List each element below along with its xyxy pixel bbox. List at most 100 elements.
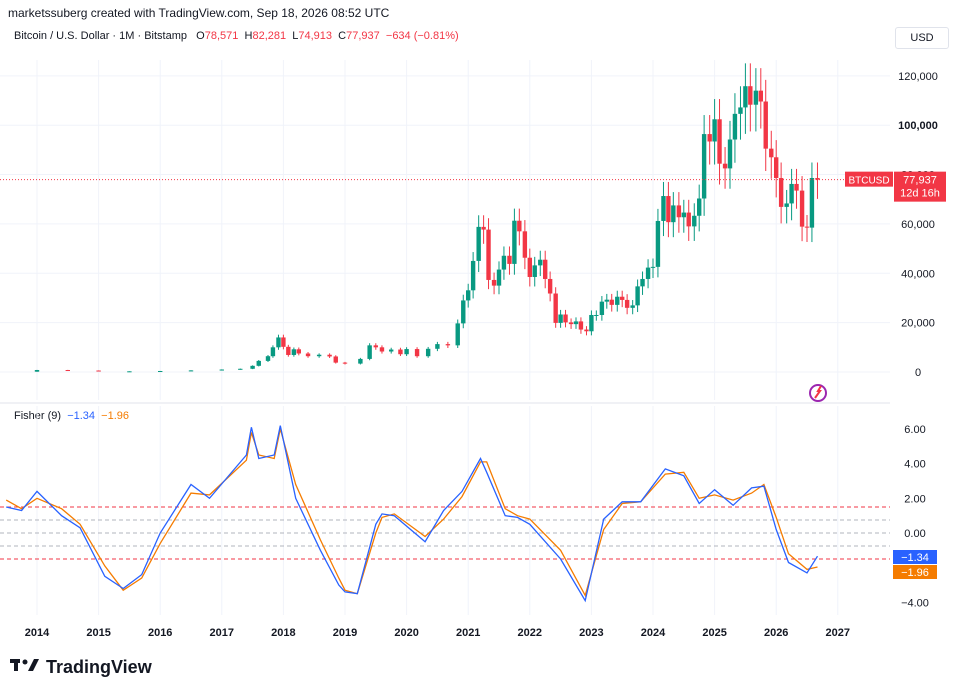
candle-body xyxy=(578,321,584,330)
candle-body xyxy=(563,314,568,323)
candle-body xyxy=(219,369,224,371)
high-label: H xyxy=(244,30,253,42)
candle-body xyxy=(624,299,630,308)
price-grid xyxy=(0,60,890,400)
candle-body xyxy=(599,301,605,315)
candle-body xyxy=(681,212,686,218)
candle-body xyxy=(799,190,805,227)
candle-body xyxy=(327,354,332,357)
candle-body xyxy=(276,337,281,348)
candle-body xyxy=(414,349,420,357)
candle-body xyxy=(527,257,532,277)
low-label: L xyxy=(292,30,299,42)
time-tick-label: 2027 xyxy=(826,627,850,639)
time-tick-label: 2024 xyxy=(641,627,666,639)
candle-body xyxy=(758,90,763,102)
candle-body xyxy=(620,296,625,300)
close-label: C xyxy=(338,30,347,42)
candle-body xyxy=(425,348,431,357)
candle-body xyxy=(34,370,40,372)
fisher-tick-label: 0.00 xyxy=(904,528,925,540)
candle-body xyxy=(686,212,691,227)
time-tick-label: 2021 xyxy=(456,627,480,639)
time-tick-label: 2015 xyxy=(86,627,110,639)
candle-body xyxy=(379,347,385,352)
candle-body xyxy=(455,323,460,346)
currency-button[interactable]: USD xyxy=(895,27,949,49)
candle-body xyxy=(342,362,348,364)
time-tick-label: 2023 xyxy=(579,627,603,639)
candle-body xyxy=(445,344,451,346)
footer-brand: TradingView xyxy=(46,657,152,677)
price-tick-label: 40,000 xyxy=(901,268,935,280)
candle-body xyxy=(635,286,640,306)
price-tick-label: 60,000 xyxy=(901,219,935,231)
chart-header: marketssuberg created with TradingView.c… xyxy=(8,6,390,20)
candle-body xyxy=(594,314,599,316)
open-label: O xyxy=(196,30,205,42)
candle-body xyxy=(470,260,476,291)
fisher-axis: 6.00 4.00 2.00 0.00 −4.00 xyxy=(901,424,929,609)
candle-body xyxy=(743,86,748,108)
candle-body xyxy=(291,349,297,355)
candle-body xyxy=(615,296,620,305)
sparkle-logo-icon[interactable] xyxy=(809,384,827,402)
candle-body xyxy=(389,349,394,352)
candle-body xyxy=(316,354,322,357)
candle-body xyxy=(676,205,682,218)
candle-body xyxy=(517,220,522,232)
fisher-levels xyxy=(0,506,890,560)
time-axis: 2014 2015 2016 2017 2018 2019 2020 2021 2022 2023… xyxy=(25,627,850,639)
candle-body xyxy=(188,370,194,372)
candle-body xyxy=(496,269,502,286)
candle-body xyxy=(692,215,697,227)
candle-body xyxy=(804,226,810,228)
candle-body xyxy=(466,290,471,301)
trigger-line xyxy=(5,428,818,598)
candle-body xyxy=(398,349,403,355)
time-tick-label: 2019 xyxy=(333,627,357,639)
low-value: 74,913 xyxy=(298,30,333,42)
fisher-tags: −1.34 −1.96 xyxy=(893,550,937,579)
candle-body xyxy=(538,259,543,266)
price-tick-label: 20,000 xyxy=(901,318,935,330)
fisher-tag: −1.34 xyxy=(901,552,929,564)
candle-body xyxy=(630,305,635,308)
time-tick-label: 2014 xyxy=(25,627,50,639)
candle-body xyxy=(491,279,497,286)
candle-body xyxy=(250,365,255,369)
symbol-legend: Bitcoin / U.S. Dollar · 1M · Bitstamp O7… xyxy=(14,30,459,42)
candle-body xyxy=(270,347,276,357)
fisher-tick-label: 4.00 xyxy=(904,459,925,471)
candle-body xyxy=(461,300,466,324)
candle-body xyxy=(476,226,481,261)
candle-body xyxy=(96,370,101,372)
candle-body xyxy=(435,344,440,349)
price-tick-label: 120,000 xyxy=(898,71,938,83)
candle-body xyxy=(568,322,574,325)
trigger-value: −1.96 xyxy=(101,410,129,422)
candle-body xyxy=(666,196,671,223)
candle-body xyxy=(778,178,784,207)
open-value: 78,571 xyxy=(204,30,239,42)
candles xyxy=(34,63,820,373)
candle-body xyxy=(789,183,794,204)
tradingview-footer: TradingView xyxy=(10,657,152,678)
candle-body xyxy=(373,345,378,348)
candle-body xyxy=(697,198,702,216)
candle-body xyxy=(547,278,553,294)
candle-body xyxy=(738,107,743,114)
candle-body xyxy=(645,267,651,279)
price-tag: BTCUSD 77,937 12d 16h xyxy=(845,171,946,202)
candle-body xyxy=(532,265,537,277)
candle-body xyxy=(358,358,363,364)
candle-body xyxy=(238,368,243,370)
fisher-value: −1.34 xyxy=(67,410,96,422)
candle-body xyxy=(604,299,609,302)
trigger-tag: −1.96 xyxy=(901,567,929,579)
price-tick-label: 100,000 xyxy=(898,120,938,132)
candle-body xyxy=(507,255,512,264)
fisher-title: Fisher (9) xyxy=(14,410,62,422)
fisher-tag-bg xyxy=(893,550,937,564)
